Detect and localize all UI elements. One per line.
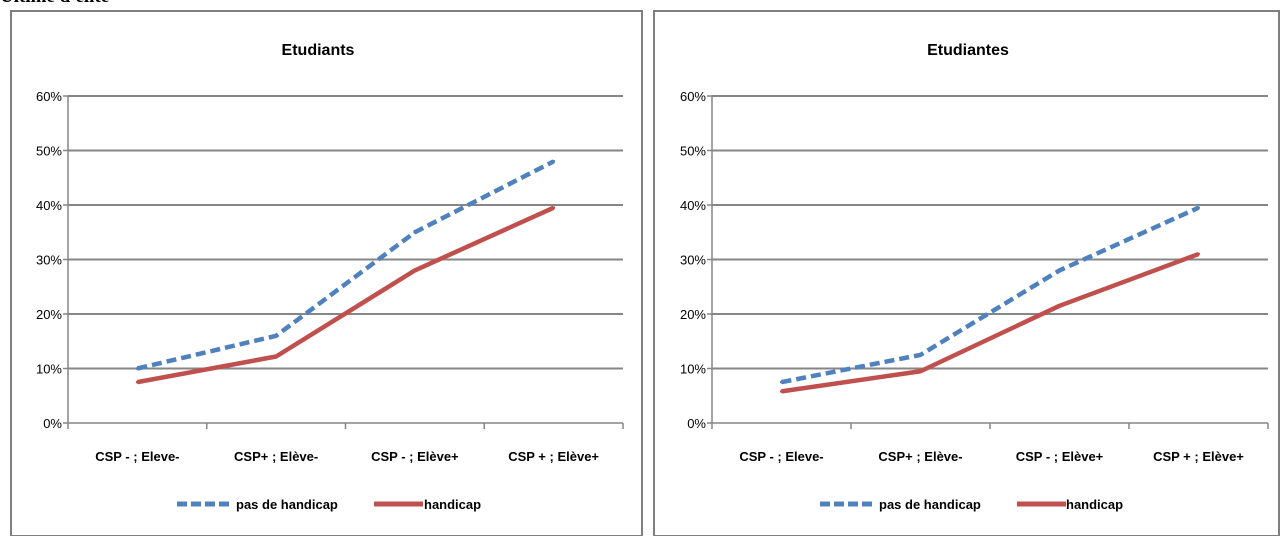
y-tick-label: 60% <box>36 89 62 104</box>
data-point <box>1058 304 1061 308</box>
data-point <box>919 353 922 357</box>
series-line-handicap <box>136 205 555 385</box>
data-point <box>135 367 139 370</box>
y-tick-label: 0% <box>687 416 706 431</box>
series-line-no-handicap <box>136 159 555 371</box>
y-tick-label: 30% <box>36 253 62 268</box>
page-heading: Ultime d'élite <box>0 0 109 8</box>
x-tick-label: CSP - ; Eleve- <box>95 449 179 464</box>
x-tick-label: CSP+ ; Elève- <box>234 449 318 464</box>
x-tick-label: CSP - ; Elève+ <box>1016 449 1104 464</box>
y-tick-label: 30% <box>680 253 706 268</box>
x-tick-label: CSP+ ; Elève- <box>878 449 962 464</box>
data-point <box>780 380 783 384</box>
chart-frame <box>10 10 643 536</box>
x-tick-label: CSP - ; Elève+ <box>371 449 459 464</box>
y-tick-label: 40% <box>680 198 706 213</box>
data-point <box>1058 268 1061 272</box>
series-line-handicap <box>781 251 1200 394</box>
data-point <box>413 230 417 234</box>
data-point <box>919 369 922 373</box>
data-point <box>780 389 783 393</box>
y-tick-label: 40% <box>36 198 62 213</box>
y-tick-label: 10% <box>680 362 706 377</box>
legend-label: handicap <box>1066 497 1123 512</box>
chart-etudiantes: Etudiantes 0% 10% 20% 30% 40% 50% 60% CSP - ; El… <box>653 10 1280 536</box>
y-tick-label: 20% <box>36 307 62 322</box>
y-tick-label: 50% <box>680 144 706 159</box>
legend-label: pas de handicap <box>236 497 338 512</box>
data-point <box>552 206 556 210</box>
chart-title: Etudiants <box>282 42 355 59</box>
data-point <box>274 334 278 338</box>
data-point <box>135 380 139 384</box>
x-tick-label: CSP + ; Elève+ <box>508 449 599 464</box>
y-tick-label: 60% <box>680 89 706 104</box>
data-point <box>413 268 417 272</box>
chart-title: Etudiantes <box>927 42 1009 59</box>
series-line-no-handicap <box>781 205 1200 385</box>
x-tick-label: CSP - ; Eleve- <box>739 449 823 464</box>
y-tick-label: 50% <box>36 144 62 159</box>
y-tick-label: 10% <box>36 362 62 377</box>
data-point <box>274 355 278 359</box>
x-tick-label: CSP + ; Elève+ <box>1153 449 1244 464</box>
y-tick-label: 20% <box>680 307 706 322</box>
data-point <box>1197 206 1200 210</box>
data-point <box>1197 252 1200 256</box>
data-point <box>552 159 556 163</box>
legend-label: handicap <box>424 497 481 512</box>
chart-etudiants: Etudiants 0% 10% 20% 30% 40% 50% 60% CSP - ; Ele… <box>10 10 643 536</box>
legend-label: pas de handicap <box>879 497 981 512</box>
chart-frame <box>653 10 1280 536</box>
y-tick-label: 0% <box>43 416 62 431</box>
